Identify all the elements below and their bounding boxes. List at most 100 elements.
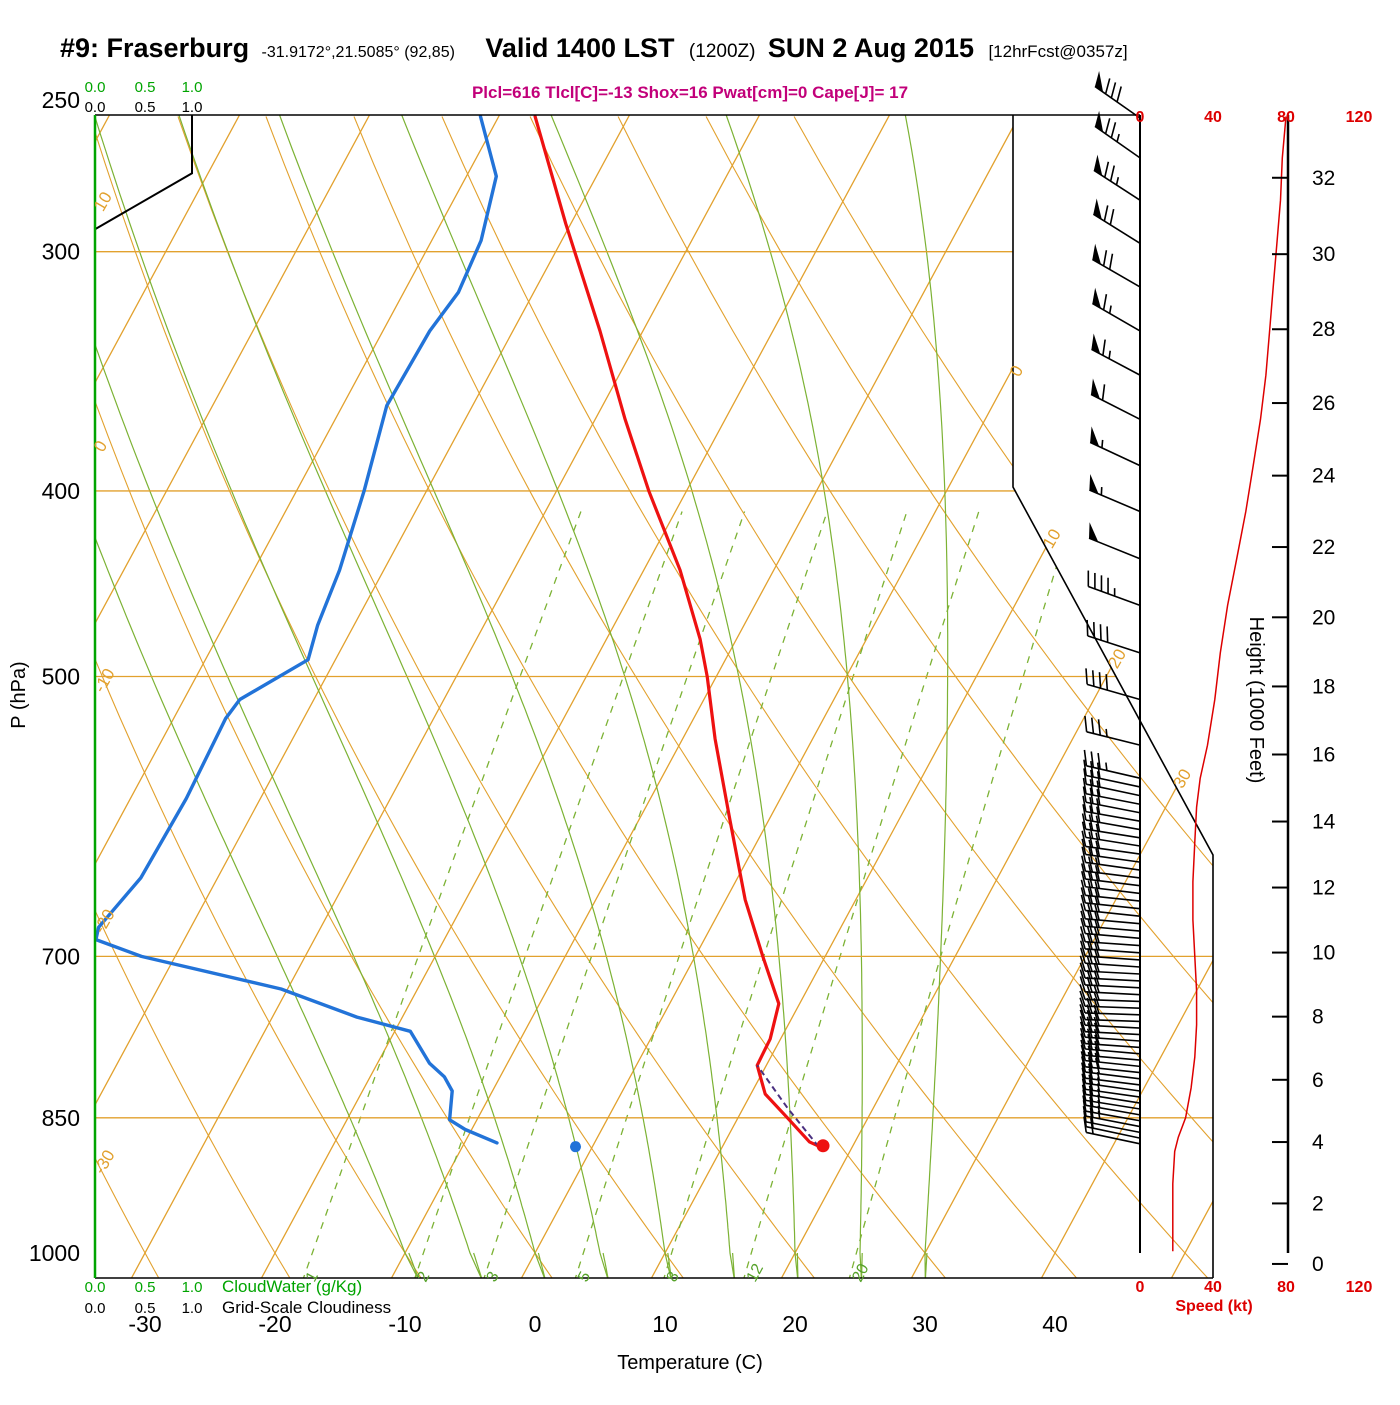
dry-adiabat-line — [266, 117, 948, 1282]
barb-staff — [1085, 879, 1140, 886]
cloudiness-scale-bottom: 1.0 — [182, 1300, 203, 1317]
barb-full — [1105, 162, 1109, 178]
moist-adiabat-line — [174, 100, 609, 1282]
barb-half — [1109, 351, 1110, 359]
barb-staff — [1086, 862, 1140, 870]
barb-staff — [1086, 820, 1140, 830]
mixing-ratio-label: 5 — [575, 1269, 594, 1285]
cloudwater-scale-top: 1.0 — [182, 79, 203, 96]
mixing-ratio-label: 12 — [744, 1261, 767, 1285]
cloudiness-legend: Grid-Scale Cloudiness — [222, 1298, 391, 1317]
barb-staff — [1085, 1072, 1140, 1079]
wind-barb — [1086, 668, 1140, 699]
wind-barb — [1093, 199, 1140, 244]
valid-zulu: (1200Z) — [689, 41, 756, 62]
barb-pennant — [1095, 111, 1103, 132]
barb-full — [1110, 209, 1113, 225]
barb-staff — [1086, 846, 1140, 854]
dry-adiabat-line — [530, 117, 1342, 1282]
wind-barb — [1095, 111, 1140, 158]
barb-full — [1110, 254, 1113, 270]
chart-title: #9: Fraserburg -31.9172°,21.5085° (92,85… — [60, 33, 1128, 63]
moist-adiabat-line — [274, 100, 672, 1282]
wind-barb — [1094, 155, 1140, 201]
speed-tick-label-bottom: 80 — [1277, 1279, 1295, 1296]
wind-barb — [1088, 571, 1140, 606]
isotherm-label-left: 0 — [90, 437, 111, 455]
barb-staff — [1085, 1006, 1140, 1008]
height-tick-label: 20 — [1312, 606, 1335, 629]
isotherm-label-right: 30 — [1169, 766, 1195, 792]
barb-full — [1087, 620, 1088, 636]
barb-half — [1106, 729, 1107, 737]
barb-staff — [1086, 766, 1140, 778]
dry-adiabat-line — [618, 117, 1400, 1282]
barb-staff — [1085, 1067, 1140, 1073]
barb-staff — [1085, 1061, 1140, 1067]
isotherm-line — [392, 115, 1020, 1278]
cloudiness-scale-bottom: 0.0 — [85, 1300, 106, 1317]
temperature-tick-label: 0 — [529, 1311, 542, 1337]
barb-staff — [1085, 985, 1140, 988]
height-tick-label: 26 — [1312, 392, 1335, 415]
barb-staff — [1085, 963, 1140, 967]
cloudwater-scale-bottom: 1.0 — [182, 1279, 203, 1296]
speed-tick-label-bottom: 40 — [1204, 1279, 1222, 1296]
cloudiness-scale-top: 1.0 — [182, 99, 203, 116]
cloudwater-scale-bottom: 0.5 — [135, 1279, 156, 1296]
temperature-tick-label: 30 — [912, 1311, 938, 1337]
surface-temperature-dot — [817, 1139, 830, 1152]
height-tick-label: 18 — [1312, 675, 1335, 698]
barb-half — [1102, 440, 1103, 448]
cloudiness-scale-top: 0.0 — [85, 99, 106, 116]
barb-staff — [1085, 1020, 1140, 1022]
background-grid-layer — [0, 100, 1400, 1282]
barb-pennant — [1094, 155, 1102, 176]
temperature-trace — [535, 117, 820, 1147]
barb-full — [1094, 622, 1095, 638]
mixing-ratio-line — [663, 512, 907, 1282]
cloudwater-scale-bottom: 0.0 — [85, 1279, 106, 1296]
frame-right-cut — [1013, 115, 1213, 1278]
stability-indices: Plcl=616 Tlcl[C]=-13 Shox=16 Pwat[cm]=0 … — [472, 83, 908, 102]
barb-staff — [1085, 978, 1140, 981]
valid-time: Valid 1400 LST — [485, 33, 675, 63]
barb-full — [1093, 670, 1094, 686]
barb-staff — [1093, 214, 1140, 243]
cloudiness-scale-bottom: 0.5 — [135, 1300, 156, 1317]
barb-staff — [1085, 910, 1140, 916]
valid-date: SUN 2 Aug 2015 — [768, 33, 974, 63]
sounding-trace-layer — [96, 117, 830, 1153]
temperature-tick-label: 40 — [1042, 1311, 1068, 1337]
cloudwater-scale-top: 0.0 — [85, 79, 106, 96]
cloudwater-legend: CloudWater (g/Kg) — [222, 1277, 362, 1296]
barb-full — [1100, 624, 1101, 640]
barb-staff — [1085, 942, 1140, 946]
barb-staff — [1085, 1013, 1140, 1015]
isotherm-line — [132, 115, 760, 1278]
wind-barb — [1091, 378, 1140, 419]
wind-barb — [1095, 71, 1140, 118]
dry-adiabat-line — [2, 117, 555, 1282]
isotherm-label-right: 0 — [1006, 362, 1027, 380]
pressure-tick-label: 250 — [42, 87, 80, 113]
isotherm-line — [1172, 115, 1400, 1278]
barb-staff — [1085, 871, 1140, 878]
pressure-tick-label: 850 — [42, 1105, 80, 1131]
barb-full — [1104, 294, 1107, 310]
barb-full — [1104, 250, 1107, 266]
cloudiness-trace — [95, 115, 192, 229]
height-tick-label: 32 — [1312, 167, 1335, 190]
barb-staff — [1085, 1049, 1140, 1054]
barb-half — [1117, 134, 1119, 142]
isotherm-label-right: 20 — [1104, 646, 1130, 672]
barb-full — [1111, 122, 1115, 137]
height-tick-label: 6 — [1312, 1069, 1324, 1092]
dry-adiabat-line — [706, 117, 1400, 1282]
height-tick-label: 2 — [1312, 1192, 1324, 1215]
station-coords: -31.9172°,21.5085° (92,85) — [262, 44, 455, 61]
barb-pennant — [1092, 244, 1101, 265]
wind-barb — [1085, 716, 1140, 745]
